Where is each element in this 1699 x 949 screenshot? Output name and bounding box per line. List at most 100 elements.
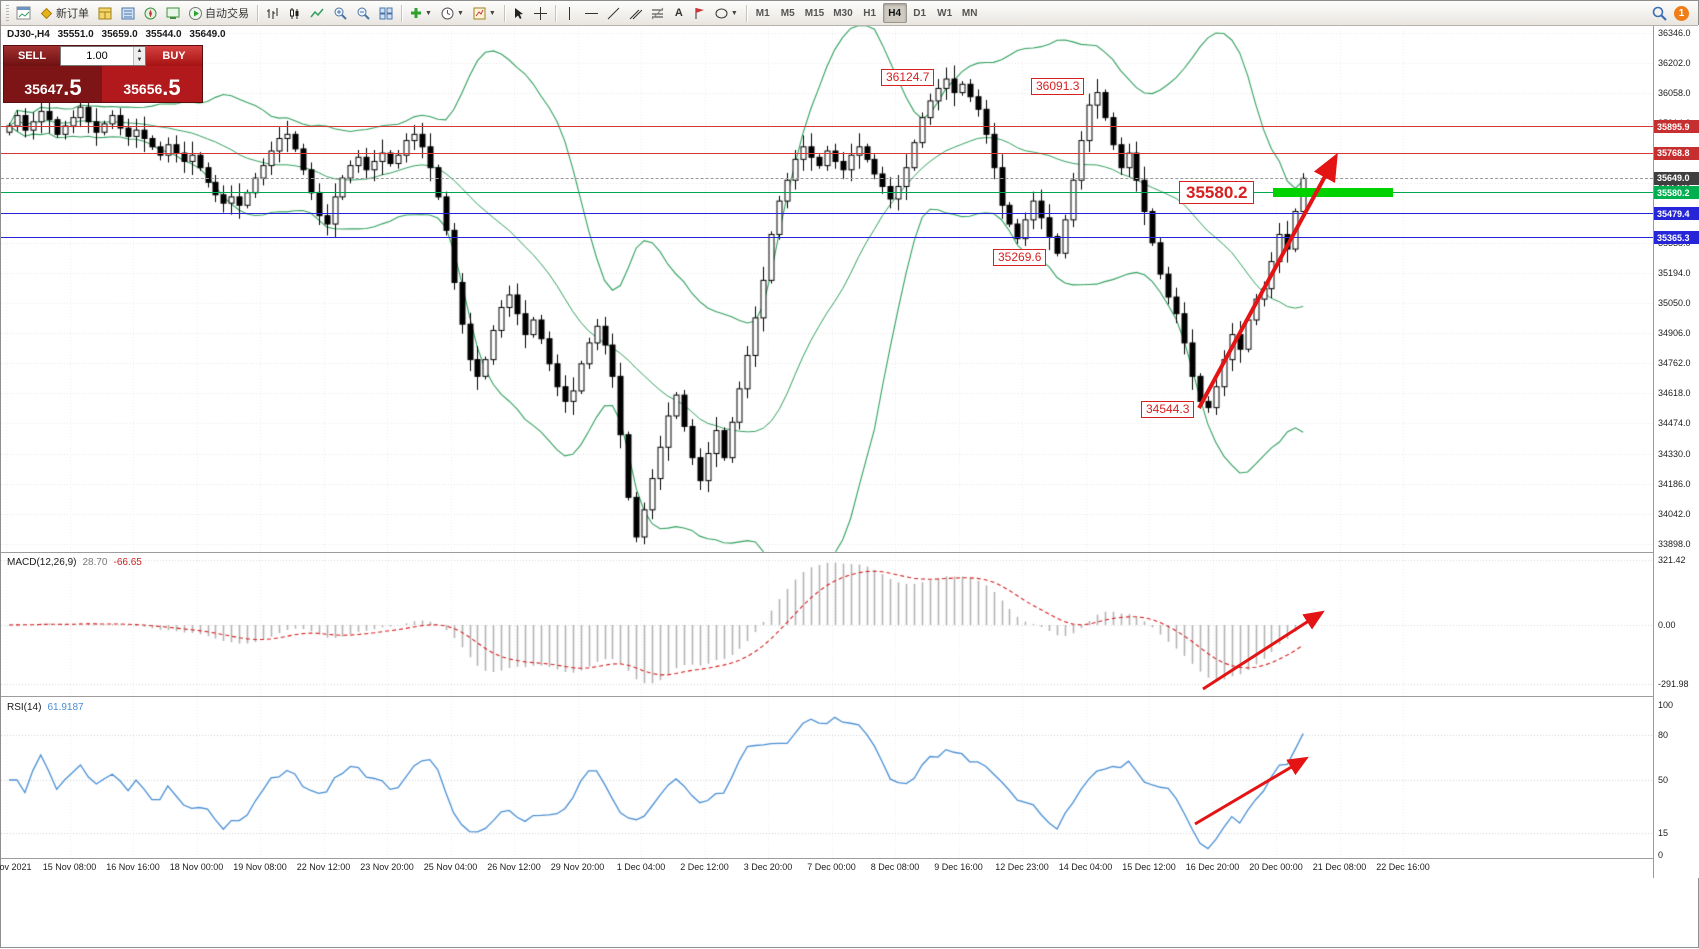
chevron-down-icon: ▼ xyxy=(456,9,464,17)
sell-button[interactable]: SELL xyxy=(4,46,60,66)
toolbar-separator xyxy=(401,4,402,22)
rsi-axis-label: 15 xyxy=(1658,827,1669,838)
price-tag: 35580.2 xyxy=(1654,186,1699,200)
zoom-in-button[interactable] xyxy=(329,3,351,23)
horizontal-level-line[interactable] xyxy=(1,213,1653,215)
time-axis-label: 21 Dec 08:00 xyxy=(1312,862,1367,872)
price-tick-label: 34906.0 xyxy=(1658,328,1691,339)
price-callout[interactable]: 34544.3 xyxy=(1141,401,1195,418)
period-selector-button[interactable]: ▼ xyxy=(437,3,468,23)
time-axis-label: 2 Dec 12:00 xyxy=(680,862,729,872)
zoom-out-button[interactable] xyxy=(352,3,374,23)
time-axis-label: 16 Nov 16:00 xyxy=(106,862,160,872)
terminal-icon xyxy=(166,7,180,19)
timeframe-M1[interactable]: M1 xyxy=(755,7,770,19)
text-tool-button[interactable]: A xyxy=(669,3,689,23)
fibonacci-tool-button[interactable] xyxy=(647,3,668,23)
rsi-axis-label: 50 xyxy=(1658,775,1669,785)
horizontal-level-line[interactable] xyxy=(1,152,1653,154)
macd-name: MACD(12,26,9) xyxy=(7,557,77,568)
price-tag: 35768.8 xyxy=(1654,146,1699,160)
time-axis-separator xyxy=(1,858,1699,859)
price-chart[interactable] xyxy=(1,1,1653,949)
time-axis-label: 14 Dec 04:00 xyxy=(1058,862,1113,872)
sell-price[interactable]: 35647.5 xyxy=(4,66,102,102)
time-axis-label: 18 Nov 00:00 xyxy=(169,862,224,872)
market-watch-button[interactable] xyxy=(94,3,116,23)
chevron-down-icon: ▼ xyxy=(425,9,432,17)
timeframe-M15[interactable]: M15 xyxy=(804,7,825,19)
channel-tool-button[interactable] xyxy=(625,3,646,23)
time-axis-label: 3 Dec 20:00 xyxy=(743,862,793,872)
autotrading-icon xyxy=(189,6,202,20)
terminal-button[interactable] xyxy=(162,3,184,23)
line-chart-button[interactable] xyxy=(306,3,328,23)
time-axis-label: 20 Dec 00:00 xyxy=(1249,862,1303,872)
macd-axis-label: 321.42 xyxy=(1658,554,1686,565)
timeframe-D1[interactable]: D1 xyxy=(913,7,927,19)
price-tag: 35649.0 xyxy=(1654,171,1699,185)
time-axis-label: 12 Dec 23:00 xyxy=(995,862,1049,872)
shapes-tool-button[interactable]: ▼ xyxy=(711,3,742,23)
toolbar-drag-handle[interactable] xyxy=(6,5,9,21)
volume-down-button[interactable]: ▼ xyxy=(134,56,145,65)
buy-price[interactable]: 35656.5 xyxy=(102,66,202,102)
price-callout[interactable]: 35269.6 xyxy=(993,249,1047,266)
macd-panel-splitter[interactable] xyxy=(1,552,1653,553)
fibonacci-icon xyxy=(651,7,664,19)
rsi-value: 61.9187 xyxy=(47,702,84,713)
search-icon xyxy=(1652,6,1667,21)
time-axis-label: 9 Dec 16:00 xyxy=(934,862,983,872)
zoom-out-icon xyxy=(357,7,370,20)
timeframe-H4[interactable]: H4 xyxy=(882,3,907,23)
timeframe-MN[interactable]: MN xyxy=(961,7,978,19)
templates-button[interactable]: ▼ xyxy=(469,3,500,23)
line-chart-icon xyxy=(310,8,324,17)
price-axis[interactable] xyxy=(1653,25,1699,878)
volume-up-button[interactable]: ▲ xyxy=(134,47,145,56)
timeframe-H1[interactable]: H1 xyxy=(863,7,877,19)
crosshair-tool-button[interactable] xyxy=(530,3,551,23)
new-order-button[interactable]: 新订单 xyxy=(36,3,93,23)
navigator-button[interactable] xyxy=(140,3,161,23)
horizontal-level-line[interactable] xyxy=(1,192,1653,194)
candlestick-chart-button[interactable] xyxy=(284,3,305,23)
price-callout[interactable]: 36091.3 xyxy=(1031,78,1085,95)
chart-symbol-period: DJ30-,H4 xyxy=(7,29,50,40)
timeframe-M30[interactable]: M30 xyxy=(833,7,853,19)
trendline-tool-button[interactable] xyxy=(603,3,624,23)
time-axis-label: 15 Nov 08:00 xyxy=(42,862,97,872)
buy-button[interactable]: BUY xyxy=(146,46,202,66)
horizontal-line-tool-button[interactable] xyxy=(581,3,602,23)
horizontal-level-line[interactable] xyxy=(1,126,1653,128)
price-tick-label: 33898.0 xyxy=(1658,538,1691,549)
horizontal-level-line[interactable] xyxy=(1,177,1653,179)
data-window-button[interactable] xyxy=(117,3,139,23)
bar-chart-button[interactable] xyxy=(262,3,283,23)
data-window-icon xyxy=(121,7,135,19)
timeframe-M5[interactable]: M5 xyxy=(780,7,795,19)
tile-windows-icon xyxy=(379,7,393,19)
search-button[interactable] xyxy=(1648,3,1671,23)
price-callout[interactable]: 36124.7 xyxy=(881,69,935,86)
sell-price-frac: .5 xyxy=(63,75,82,100)
autotrading-button[interactable]: 自动交易 xyxy=(185,3,253,23)
price-tick-label: 36058.0 xyxy=(1658,88,1691,98)
timeframe-W1[interactable]: W1 xyxy=(937,7,953,19)
label-tool-button[interactable] xyxy=(690,3,710,23)
notification-badge[interactable]: 1 xyxy=(1674,5,1689,21)
support-zone-rect[interactable] xyxy=(1273,188,1393,198)
price-callout[interactable]: 35580.2 xyxy=(1179,181,1255,204)
flag-icon xyxy=(695,7,705,19)
price-tag: 35479.4 xyxy=(1654,207,1699,221)
new-chart-button[interactable] xyxy=(12,3,35,23)
add-indicator-button[interactable]: ▼ xyxy=(406,3,436,23)
horizontal-level-line[interactable] xyxy=(1,237,1653,239)
rsi-panel-splitter[interactable] xyxy=(1,696,1653,697)
cursor-tool-button[interactable] xyxy=(509,3,529,23)
volume-input[interactable] xyxy=(61,49,133,63)
vertical-line-tool-button[interactable] xyxy=(560,3,580,23)
tile-windows-button[interactable] xyxy=(375,3,397,23)
price-tick-label: 36202.0 xyxy=(1658,57,1691,68)
time-axis-label: 19 Nov 08:00 xyxy=(233,862,287,872)
